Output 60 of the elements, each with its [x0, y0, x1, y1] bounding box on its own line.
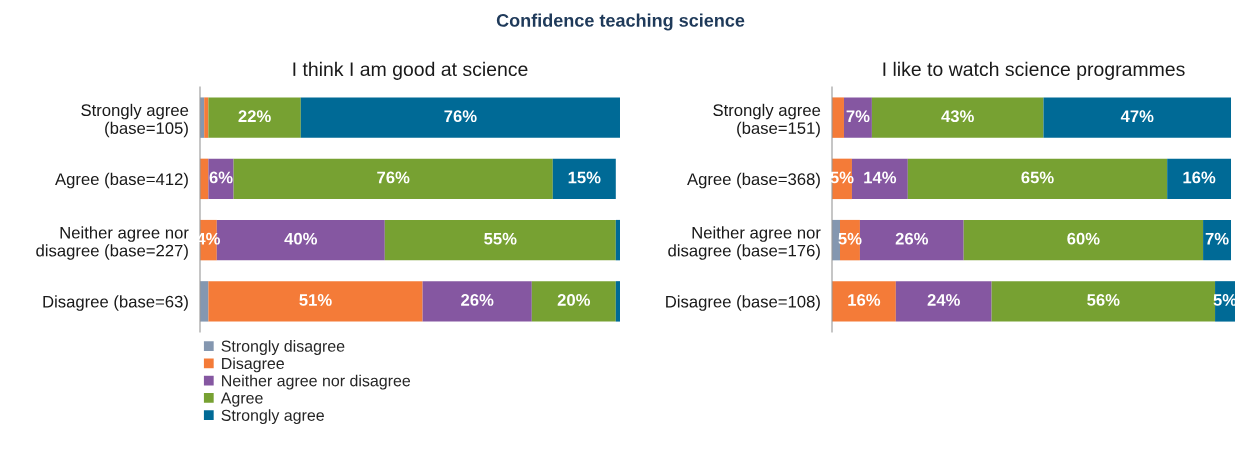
data-label: 20%: [557, 294, 591, 306]
legend-label: Agree: [220, 392, 263, 407]
bar: [422, 281, 532, 322]
legend-label: Strongly agree: [221, 409, 324, 425]
bar: [1043, 97, 1232, 138]
bar: [204, 97, 209, 138]
y-tick-label: Neither agree nor disagree (base=227): [36, 226, 189, 260]
data-label: 47%: [1120, 110, 1154, 123]
data-label: 16%: [1183, 171, 1216, 184]
legend-label: Strongly disagree: [221, 340, 345, 355]
legend-label: Neither agree nor disagree: [222, 374, 411, 390]
data-label: 7%: [1205, 232, 1229, 245]
y-tick-label: Agree (base=368): [687, 172, 820, 189]
bar: [615, 219, 620, 261]
bar: [233, 158, 553, 200]
bar: [300, 97, 620, 138]
data-label: 26%: [461, 294, 494, 306]
data-label: 7%: [846, 110, 870, 123]
data-label: 60%: [1067, 232, 1100, 245]
data-label: 26%: [895, 232, 929, 245]
bar: [615, 281, 620, 322]
chart-subtitle: I think I am good at science: [293, 61, 528, 80]
data-label: 14%: [864, 171, 897, 184]
chart-title: Confidence teaching science: [496, 13, 745, 31]
bar: [895, 281, 992, 322]
data-label: 22%: [238, 110, 271, 123]
bar: [208, 158, 234, 200]
bar: [832, 97, 844, 138]
legend-label: Disagree: [222, 357, 284, 373]
bar: [552, 158, 616, 200]
y-tick-label: Disagree (base=108): [666, 295, 820, 311]
data-label: 65%: [1021, 171, 1054, 184]
data-label: 15%: [568, 171, 601, 184]
data-label: 24%: [927, 294, 960, 306]
y-tick-label: Neither agree nor disagree (base=176): [668, 226, 821, 260]
bar: [871, 97, 1044, 138]
y-tick-label: Disagree (base=63): [43, 295, 188, 311]
data-label: 76%: [444, 110, 477, 123]
bar: [1203, 219, 1232, 261]
bar: [832, 281, 896, 322]
data-label: 16%: [848, 294, 881, 306]
data-label: 55%: [484, 232, 517, 245]
bar: [531, 281, 616, 322]
data-label: 51%: [299, 294, 332, 306]
bar: [384, 219, 616, 261]
data-label: 56%: [1087, 294, 1120, 306]
data-label: 43%: [941, 110, 974, 123]
bar: [208, 97, 301, 138]
data-label: 76%: [377, 171, 410, 184]
bar: [208, 281, 423, 322]
y-tick-label: Agree (base=412): [55, 172, 188, 189]
bar: [907, 158, 1168, 200]
chart-subtitle: I like to watch science programmes: [883, 61, 1185, 80]
bar: [1167, 158, 1232, 200]
bar: [963, 219, 1204, 261]
bar: [843, 97, 872, 138]
data-label: 6%: [209, 171, 233, 184]
y-tick-label: Strongly agree (base=105): [81, 103, 189, 138]
y-tick-label: Strongly agree (base=151): [713, 103, 821, 138]
data-label: 40%: [284, 232, 318, 245]
